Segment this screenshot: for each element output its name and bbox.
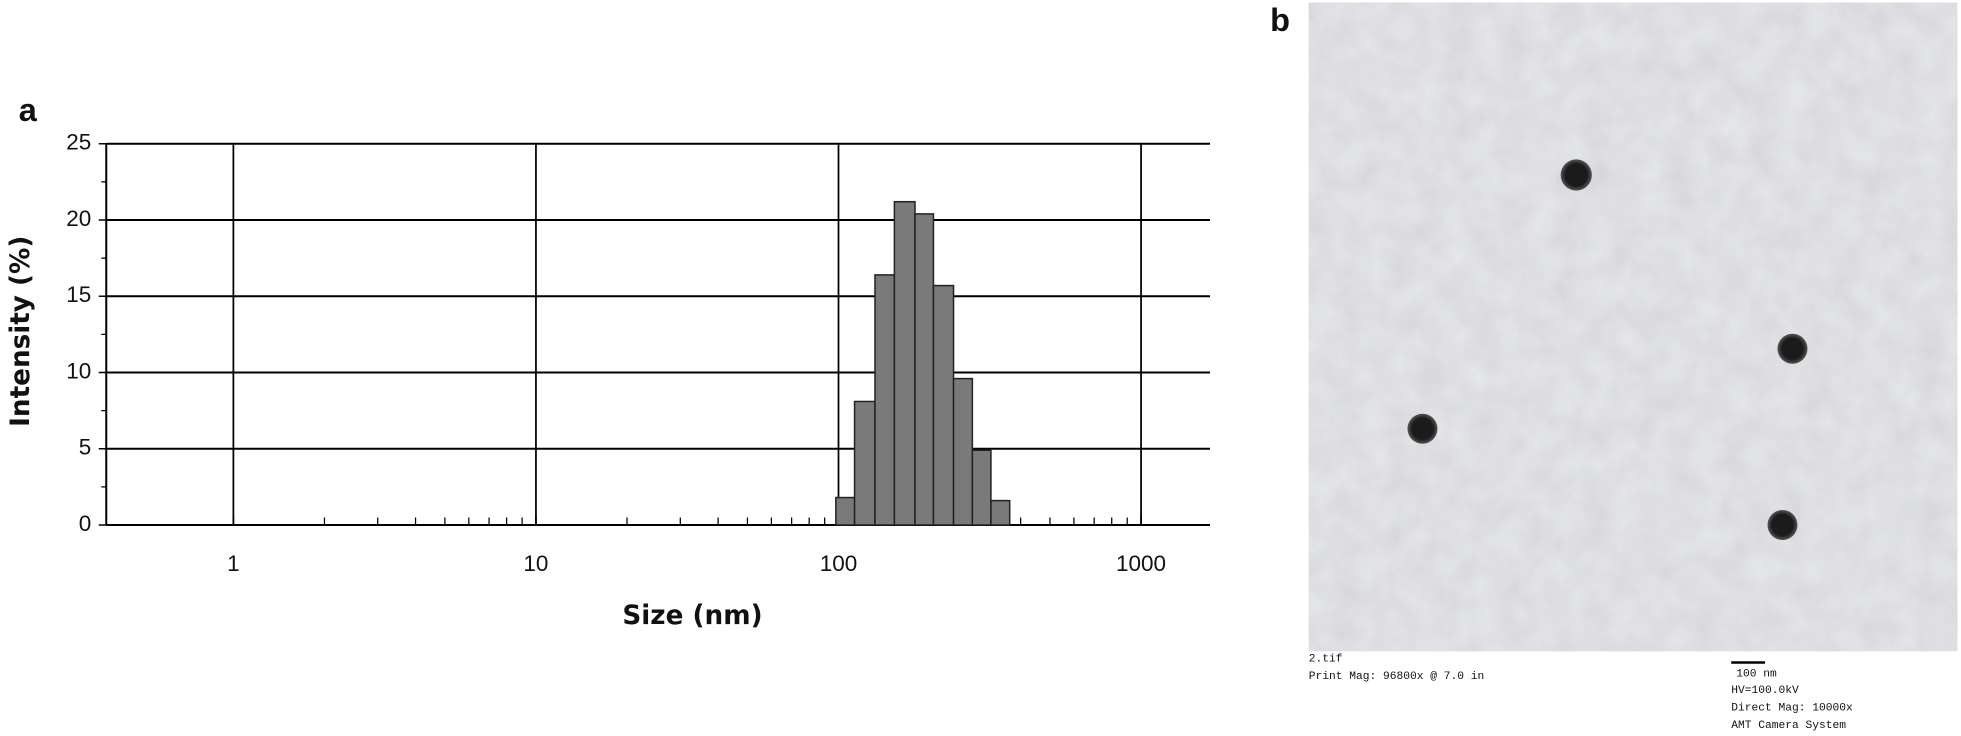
particle — [1777, 333, 1808, 364]
scale-label: 100 nm — [1736, 669, 1777, 681]
particle — [1560, 159, 1592, 191]
bar — [932, 284, 955, 526]
y-tick-label: 15 — [66, 282, 91, 307]
bar — [990, 499, 1011, 526]
bar — [914, 213, 935, 526]
particle — [1407, 413, 1438, 444]
y-tick-label: 5 — [79, 435, 92, 460]
bar — [971, 449, 992, 526]
camera: AMT Camera System — [1731, 720, 1846, 732]
x-tick-label: 1000 — [1116, 551, 1166, 576]
bar — [853, 400, 876, 526]
y-tick-label: 20 — [66, 206, 91, 231]
x-tick-label: 10 — [523, 551, 548, 576]
y-tick-label: 10 — [66, 358, 91, 383]
bar — [952, 377, 974, 526]
bar — [893, 200, 916, 526]
x-tick-label: 100 — [820, 551, 858, 576]
x-axis-label: Size (nm) — [622, 601, 762, 631]
particle — [1767, 510, 1798, 540]
tem-image — [1308, 2, 1958, 652]
print-mag: Print Mag: 96800x @ 7.0 in — [1309, 671, 1485, 683]
x-tick-label: 1 — [227, 551, 240, 576]
panel-label: a — [19, 92, 38, 128]
y-tick-label: 25 — [66, 130, 91, 155]
tem-grain — [1308, 2, 1958, 652]
hv: HV=100.0kV — [1731, 685, 1799, 697]
y-tick-label: 0 — [79, 511, 92, 536]
bar — [874, 274, 896, 526]
direct-mag: Direct Mag: 10000x — [1731, 702, 1853, 714]
y-axis-label: Intensity (%) — [6, 236, 36, 427]
file-name: 2.tif — [1309, 654, 1343, 666]
plot: 0 5 10 15 20 25 1 10 100 1000 — [66, 130, 1210, 576]
bar — [835, 496, 856, 526]
panel-label: b — [1270, 2, 1290, 38]
